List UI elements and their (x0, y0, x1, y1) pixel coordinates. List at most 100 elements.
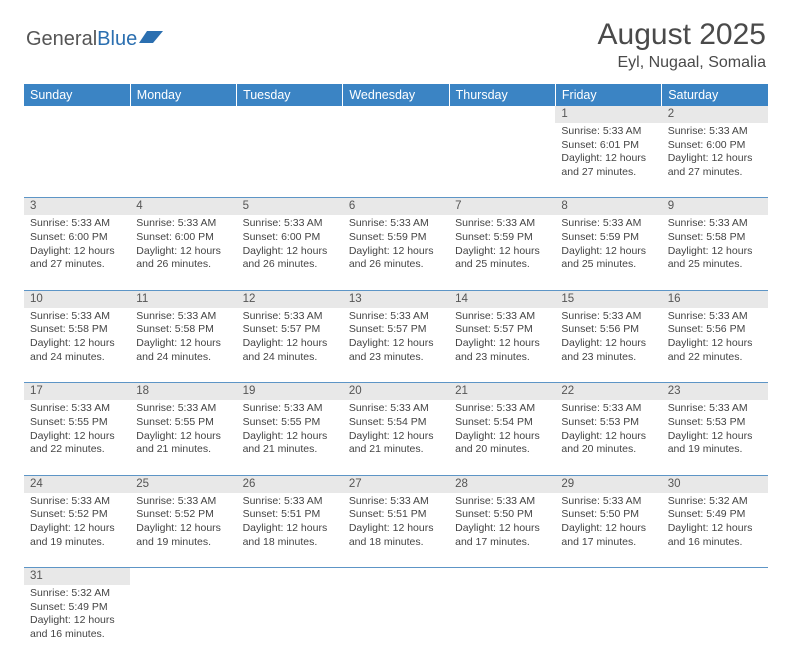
day-cell (130, 123, 236, 198)
sunrise-text: Sunrise: 5:33 AM (668, 310, 762, 324)
daylight-text: and 23 minutes. (349, 351, 443, 365)
day-number (24, 106, 130, 123)
sunrise-text: Sunrise: 5:33 AM (455, 217, 549, 231)
sunset-text: Sunset: 5:51 PM (243, 508, 337, 522)
sunrise-text: Sunrise: 5:32 AM (668, 495, 762, 509)
daylight-text: Daylight: 12 hours (349, 337, 443, 351)
sunrise-text: Sunrise: 5:33 AM (668, 125, 762, 139)
day-number: 17 (24, 383, 130, 400)
day-cell (237, 123, 343, 198)
logo-text-general: General (26, 28, 97, 51)
sunset-text: Sunset: 6:01 PM (561, 139, 655, 153)
day-cell: Sunrise: 5:33 AMSunset: 5:57 PMDaylight:… (237, 308, 343, 383)
sunset-text: Sunset: 5:58 PM (136, 323, 230, 337)
day-number: 23 (662, 383, 768, 400)
day-detail-row: Sunrise: 5:32 AMSunset: 5:49 PMDaylight:… (24, 585, 768, 660)
sunset-text: Sunset: 5:57 PM (455, 323, 549, 337)
day-cell: Sunrise: 5:33 AMSunset: 5:57 PMDaylight:… (343, 308, 449, 383)
day-cell: Sunrise: 5:32 AMSunset: 5:49 PMDaylight:… (24, 585, 130, 660)
daylight-text: Daylight: 12 hours (30, 430, 124, 444)
day-cell: Sunrise: 5:33 AMSunset: 5:50 PMDaylight:… (449, 493, 555, 568)
weekday-header: Friday (555, 84, 661, 106)
day-detail-row: Sunrise: 5:33 AM Sunset: 5:55 PM Daylight:… (24, 400, 768, 475)
sunset-text: Sunset: 5:55 PM (136, 416, 230, 430)
day-detail-row: Sunrise: 5:33 AMSunset: 5:58 PMDaylight:… (24, 308, 768, 383)
sunset-text: Sunset: 6:00 PM (243, 231, 337, 245)
sunset-text: Sunset: 5:58 PM (30, 323, 124, 337)
daylight-text: and 27 minutes. (668, 166, 762, 180)
day-cell: Sunrise: 5:33 AMSunset: 5:58 PMDaylight:… (662, 215, 768, 290)
day-number: 22 (555, 383, 661, 400)
title-block: August 2025 Eyl, Nugaal, Somalia (598, 18, 766, 72)
day-cell: Sunrise: 5:33 AMSunset: 5:51 PMDaylight:… (237, 493, 343, 568)
weekday-header: Wednesday (343, 84, 449, 106)
sunset-text: Sunset: 5:49 PM (30, 601, 124, 615)
day-number: 27 (343, 475, 449, 492)
sunrise-text: Sunrise: 5:33 AM (349, 402, 443, 416)
day-number-row: 31 (24, 568, 768, 585)
sunrise-text: Sunrise: 5:33 AM (561, 310, 655, 324)
sunset-text: Sunset: 5:59 PM (561, 231, 655, 245)
sunrise-text: Sunrise: 5:33 AM (136, 495, 230, 509)
sunset-text: Sunset: 5:59 PM (349, 231, 443, 245)
day-number: 5 (237, 198, 343, 215)
sunset-text: Sunset: 5:50 PM (561, 508, 655, 522)
day-number (449, 106, 555, 123)
sunset-text: Sunset: 6:00 PM (136, 231, 230, 245)
sunrise-text: Sunrise: 5:33 AM (455, 310, 549, 324)
daylight-text: and 21 minutes. (243, 443, 337, 457)
daylight-text: Daylight: 12 hours (243, 430, 337, 444)
daylight-text: and 18 minutes. (243, 536, 337, 550)
location: Eyl, Nugaal, Somalia (598, 54, 766, 72)
daylight-text: Daylight: 12 hours (349, 522, 443, 536)
day-number (449, 568, 555, 585)
day-cell (24, 123, 130, 198)
day-number (343, 106, 449, 123)
day-cell: Sunrise: 5:33 AMSunset: 5:59 PMDaylight:… (449, 215, 555, 290)
day-number (662, 568, 768, 585)
daylight-text: Daylight: 12 hours (30, 522, 124, 536)
day-cell: Sunrise: 5:33 AMSunset: 5:58 PMDaylight:… (130, 308, 236, 383)
sunrise-text: Sunrise: 5:33 AM (30, 495, 124, 509)
day-cell: Sunrise: 5:33 AMSunset: 5:58 PMDaylight:… (24, 308, 130, 383)
day-number-row: 24252627282930 (24, 475, 768, 492)
daylight-text: Daylight: 12 hours (243, 245, 337, 259)
daylight-text: Daylight: 12 hours (136, 337, 230, 351)
day-cell: Sunrise: 5:33 AMSunset: 5:51 PMDaylight:… (343, 493, 449, 568)
day-number-row: 10111213141516 (24, 290, 768, 307)
day-number (343, 568, 449, 585)
daylight-text: and 23 minutes. (561, 351, 655, 365)
daylight-text: and 21 minutes. (349, 443, 443, 457)
daylight-text: and 25 minutes. (561, 258, 655, 272)
month-title: August 2025 (598, 18, 766, 52)
day-cell (662, 585, 768, 660)
sunrise-text: Sunrise: 5:33 AM (668, 402, 762, 416)
day-cell: Sunrise: 5:33 AMSunset: 5:55 PMDaylight:… (130, 400, 236, 475)
day-number: 30 (662, 475, 768, 492)
daylight-text: and 16 minutes. (668, 536, 762, 550)
daylight-text: and 17 minutes. (561, 536, 655, 550)
daylight-text: Daylight: 12 hours (243, 337, 337, 351)
day-cell: Sunrise: 5:33 AMSunset: 5:57 PMDaylight:… (449, 308, 555, 383)
day-cell: Sunrise: 5:33 AMSunset: 5:52 PMDaylight:… (130, 493, 236, 568)
day-number: 19 (237, 383, 343, 400)
sunrise-text: Sunrise: 5:33 AM (455, 402, 549, 416)
day-cell (237, 585, 343, 660)
daylight-text: and 17 minutes. (455, 536, 549, 550)
day-number: 4 (130, 198, 236, 215)
daylight-text: Daylight: 12 hours (30, 337, 124, 351)
daylight-text: and 25 minutes. (455, 258, 549, 272)
day-cell: Sunrise: 5:33 AMSunset: 5:54 PMDaylight:… (343, 400, 449, 475)
sunrise-text: Sunrise: 5:33 AM (349, 310, 443, 324)
day-number: 11 (130, 290, 236, 307)
daylight-text: and 20 minutes. (455, 443, 549, 457)
sunrise-text: Sunrise: 5:33 AM (243, 495, 337, 509)
calendar-table: SundayMondayTuesdayWednesdayThursdayFrid… (24, 84, 768, 660)
daylight-text: Daylight: 12 hours (561, 337, 655, 351)
day-cell: Sunrise: 5:33 AMSunset: 5:50 PMDaylight:… (555, 493, 661, 568)
day-cell: Sunrise: 5:33 AMSunset: 5:59 PMDaylight:… (343, 215, 449, 290)
day-number (130, 568, 236, 585)
day-number (237, 568, 343, 585)
day-number: 24 (24, 475, 130, 492)
header: GeneralBlue August 2025 Eyl, Nugaal, Som… (0, 0, 792, 80)
